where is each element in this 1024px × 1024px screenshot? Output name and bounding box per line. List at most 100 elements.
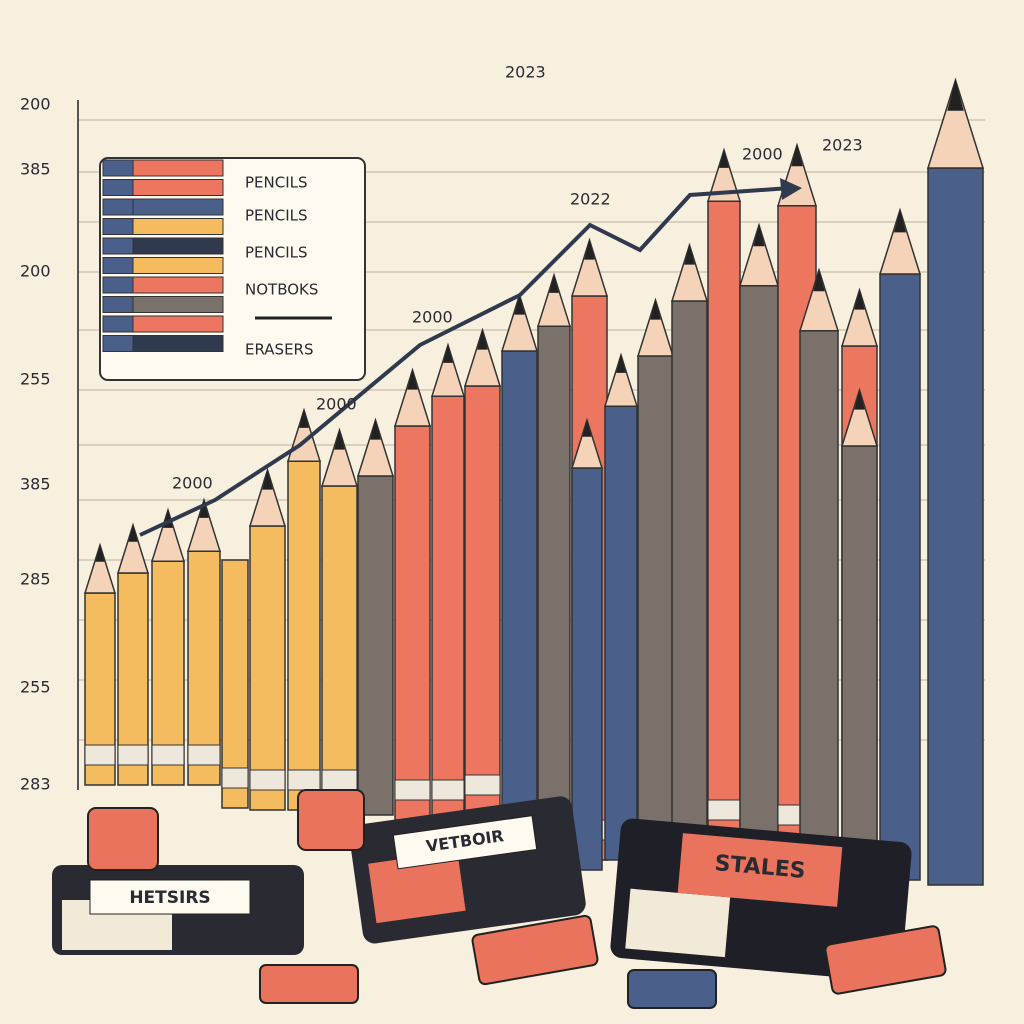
pencil-lead [684, 245, 695, 265]
pencil-tip [320, 427, 359, 487]
axis-label: 255 [20, 678, 51, 697]
legend-label: NOTBOKS [245, 281, 318, 299]
legend-swatch [132, 276, 224, 294]
pencil-ferrule [221, 767, 249, 789]
eraser [259, 964, 359, 1004]
books: HETSIRS VETBOIR STALES [52, 789, 947, 1009]
book-band [677, 833, 843, 907]
pencil-ferrule [249, 769, 286, 791]
legend-swatch [102, 296, 134, 313]
annotation: 2000 [172, 474, 213, 493]
legend-swatch [132, 198, 224, 216]
pencil-lead [854, 290, 865, 310]
pencil-tip [463, 327, 502, 387]
pencil-lead [582, 420, 592, 437]
legend-swatch [132, 159, 224, 177]
pencil-ferrule [394, 779, 431, 801]
pencil-lead [947, 80, 964, 111]
pencil-lead [262, 470, 273, 490]
annotations: 2023 2000 2023 2022 2000 2000 2000 [172, 63, 863, 493]
axis-label: 283 [20, 775, 51, 794]
eraser [627, 969, 717, 1009]
annotation: 2023 [505, 63, 546, 82]
pencil-lead [128, 525, 138, 542]
pencil-lead [95, 545, 105, 562]
pencil-ferrule [287, 769, 321, 791]
pencil-lead [477, 330, 488, 350]
pencil-lead [650, 300, 661, 320]
legend: PENCILS PENCILS PENCILS NOTBOKS ERASERS [99, 157, 366, 381]
legend-swatch [132, 257, 224, 274]
book-label: HETSIRS [129, 888, 210, 908]
legend-swatch [102, 315, 134, 333]
eraser [824, 925, 947, 995]
annotation: 2023 [822, 136, 863, 155]
pencil-tip [670, 242, 709, 302]
legend-swatch [102, 179, 134, 196]
pencil-body [394, 425, 431, 821]
pencil-body [671, 300, 708, 869]
pencil-body [799, 330, 839, 851]
pencil-body [287, 460, 321, 811]
pencil-lead [443, 345, 453, 363]
legend-label: PENCILS [245, 207, 308, 225]
pencil-ferrule [151, 744, 185, 766]
pencil-tip [840, 287, 879, 347]
pencil-tip [150, 507, 186, 562]
pencil-lead [407, 370, 418, 390]
pencil-lead [370, 420, 381, 440]
pencil-ferrule [707, 799, 741, 821]
pencil-tip [570, 237, 609, 297]
pencil-body [879, 273, 921, 881]
pencil-body [707, 200, 741, 841]
pencil-body [537, 325, 571, 851]
pencil-lead [719, 150, 729, 168]
legend-swatch [102, 218, 134, 235]
pencil-body [637, 355, 674, 869]
pencil-tip [706, 147, 742, 202]
legend-swatch [102, 237, 134, 255]
pencil-body [571, 467, 603, 871]
pencil-tip [393, 367, 432, 427]
legend-swatch [102, 257, 134, 274]
pencil-tip [570, 417, 604, 469]
pencil-ferrule [117, 744, 149, 766]
legend-swatch [102, 159, 134, 177]
annotation: 2000 [316, 395, 357, 414]
pencil-lead [616, 355, 626, 373]
pencil-ferrule [321, 769, 358, 791]
pencil-lead [584, 240, 595, 260]
legend-swatch [102, 198, 134, 216]
axis-label: 285 [20, 570, 51, 589]
pencil-tip [878, 207, 922, 275]
legend-swatch [102, 276, 134, 294]
legend-swatch [102, 335, 134, 352]
legend-swatches [102, 159, 224, 352]
pencil-lead [753, 225, 765, 247]
eraser [471, 914, 599, 986]
legend-swatch [132, 296, 224, 313]
pencil-lead [791, 145, 803, 167]
pencil-body [501, 350, 538, 851]
pencil-tip [248, 467, 287, 527]
pencil-lead [854, 390, 865, 410]
axis-label: 200 [20, 95, 51, 114]
pencil-ferrule [84, 744, 116, 766]
pencil-tip [116, 522, 150, 574]
book-label-plate [89, 879, 251, 915]
pencil-lead [514, 295, 525, 315]
axis-label: 255 [20, 370, 51, 389]
legend-swatch [132, 315, 224, 333]
axis-label: 385 [20, 160, 51, 179]
pencil-tip [603, 352, 639, 407]
pencil-body [357, 475, 394, 816]
annotation: 2022 [570, 190, 611, 209]
legend-swatch [132, 179, 224, 196]
legend-label: ERASERS [245, 341, 314, 359]
pencil-tip [83, 542, 117, 594]
pencil-body [221, 559, 249, 809]
pencil-tip [356, 417, 395, 477]
pencil-lead [334, 430, 345, 450]
